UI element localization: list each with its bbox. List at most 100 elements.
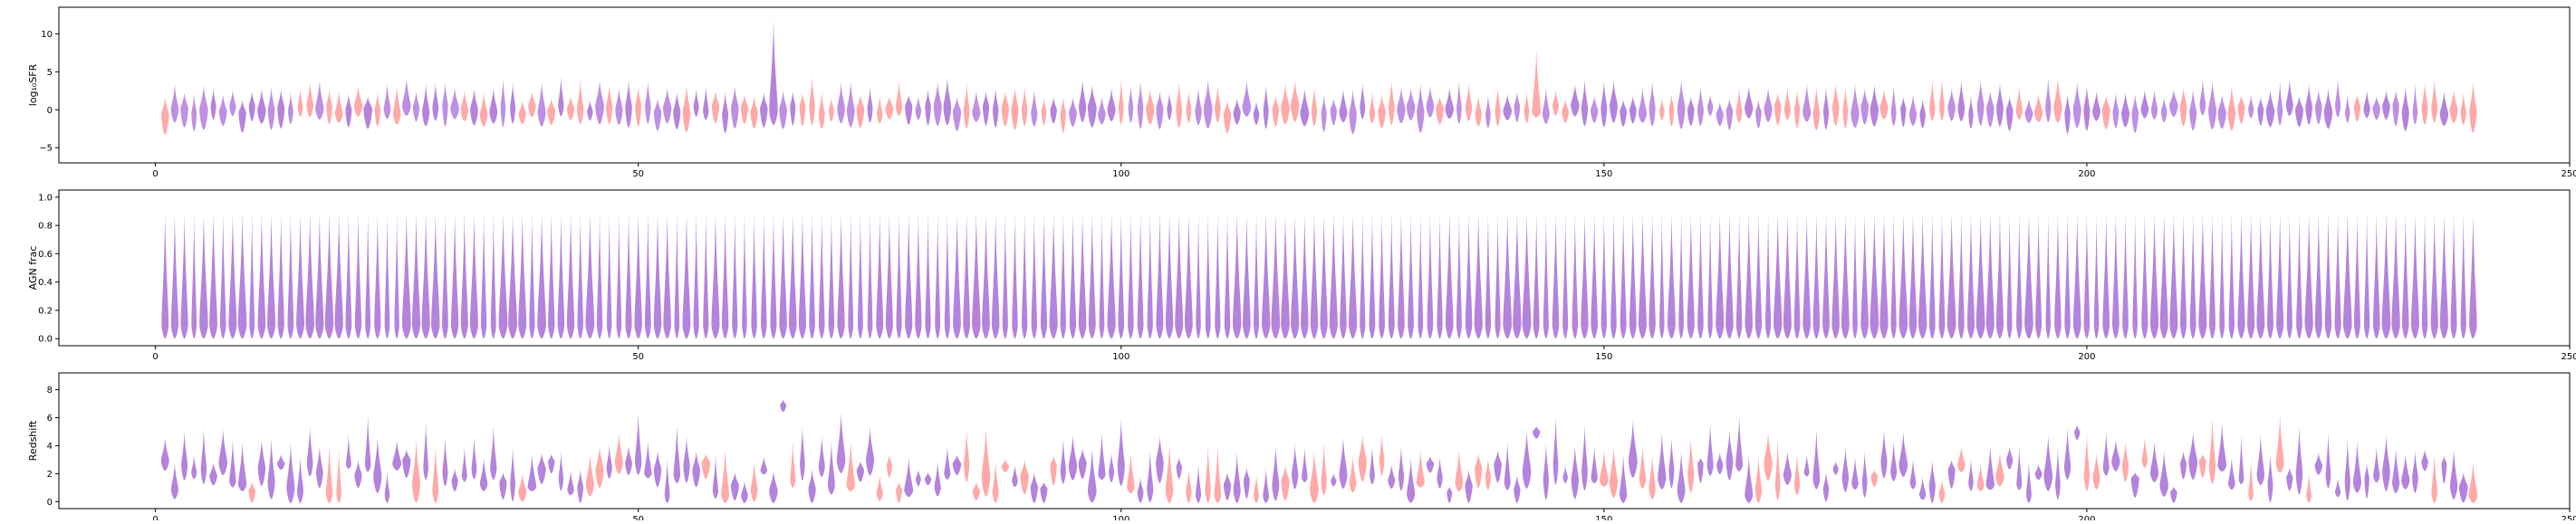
x-axis-ticks-log-sfr: 0 50 100 150 200 250 xyxy=(152,163,2576,179)
violin-redshift-225 xyxy=(2325,431,2331,489)
violin-log-sfr-228 xyxy=(2353,93,2361,122)
violin-redshift-88 xyxy=(1001,459,1010,472)
violin-agn-frac-169 xyxy=(1783,211,1792,339)
violin-log-sfr-105 xyxy=(1167,92,1172,120)
violin-redshift-44 xyxy=(577,469,584,503)
violin-redshift-138 xyxy=(1485,458,1491,491)
violin-redshift-82 xyxy=(944,446,951,481)
violin-redshift-95 xyxy=(1068,434,1078,481)
violin-log-sfr-75 xyxy=(877,95,883,124)
violin-agn-frac-218 xyxy=(2256,211,2265,339)
violin-log-sfr-64 xyxy=(769,18,778,126)
axes-frame-redshift xyxy=(58,372,2571,510)
violin-agn-frac-193 xyxy=(2016,211,2023,339)
violin-log-sfr-113 xyxy=(1242,80,1252,117)
violin-redshift-180 xyxy=(1890,440,1898,481)
violin-log-sfr-132 xyxy=(1426,85,1435,118)
y-tick-label-agn-frac-0: 0.0 xyxy=(38,335,53,345)
violin-redshift-111 xyxy=(1223,472,1232,500)
violin-redshift-40 xyxy=(537,453,546,484)
violin-redshift-177 xyxy=(1861,451,1868,498)
violin-redshift-159 xyxy=(1687,437,1695,493)
violin-agn-frac-128 xyxy=(1388,211,1395,339)
violin-log-sfr-239 xyxy=(2460,92,2466,126)
violin-agn-frac-8 xyxy=(228,211,237,339)
violin-log-sfr-83 xyxy=(953,97,962,131)
violin-log-sfr-25 xyxy=(392,85,401,125)
violin-log-sfr-171 xyxy=(1802,83,1812,122)
violin-redshift-191 xyxy=(1995,452,2004,487)
violin-redshift-114 xyxy=(1254,474,1259,503)
x-tick-label-agn-frac-50: 50 xyxy=(632,352,644,362)
violin-log-sfr-63 xyxy=(760,92,768,128)
violin-log-sfr-28 xyxy=(422,83,430,127)
violin-redshift-77 xyxy=(896,481,903,503)
violin-agn-frac-74 xyxy=(867,211,873,339)
violin-agn-frac-211 xyxy=(2189,211,2196,339)
violin-log-sfr-66 xyxy=(790,91,796,126)
violin-redshift-121 xyxy=(1321,442,1327,496)
violin-redshift-32 xyxy=(461,446,467,482)
violin-agn-frac-90 xyxy=(1022,211,1028,339)
violin-redshift-185 xyxy=(1938,480,1946,503)
violin-log-sfr-142 xyxy=(1523,91,1530,124)
violin-redshift-235 xyxy=(2421,449,2428,472)
violin-log-sfr-4 xyxy=(191,93,197,132)
violin-log-sfr-158 xyxy=(1677,80,1686,129)
violin-redshift-1 xyxy=(160,437,169,472)
violin-agn-frac-41 xyxy=(548,211,555,339)
violin-agn-frac-145 xyxy=(1552,211,1560,339)
violin-agn-frac-47 xyxy=(606,211,612,339)
violin-redshift-63 xyxy=(760,456,768,475)
violin-redshift-131 xyxy=(1416,449,1425,488)
x-tick-label-log-sfr-0: 0 xyxy=(152,169,158,179)
violin-log-sfr-203 xyxy=(2112,92,2119,129)
violin-redshift-194 xyxy=(2026,460,2032,503)
violin-agn-frac-203 xyxy=(2112,211,2119,339)
violin-agn-frac-163 xyxy=(1725,211,1734,339)
violin-agn-frac-237 xyxy=(2439,211,2448,339)
violin-agn-frac-190 xyxy=(1985,211,1994,339)
violin-log-sfr-189 xyxy=(1976,79,1985,126)
violin-log-sfr-211 xyxy=(2189,89,2197,131)
violin-redshift-3 xyxy=(181,430,188,481)
violin-log-sfr-150 xyxy=(1600,81,1608,128)
violin-log-sfr-74 xyxy=(867,86,873,123)
violin-redshift-39 xyxy=(527,453,537,491)
violin-log-sfr-7 xyxy=(218,94,227,127)
violin-redshift-116 xyxy=(1272,444,1280,501)
violin-redshift-26 xyxy=(402,449,411,479)
violin-agn-frac-59 xyxy=(721,211,729,339)
violin-redshift-12 xyxy=(267,438,275,500)
violin-agn-frac-63 xyxy=(761,211,767,339)
violin-agn-frac-65 xyxy=(779,211,787,339)
violin-redshift-57 xyxy=(701,453,711,480)
violin-log-sfr-48 xyxy=(615,87,623,126)
y-tick-label-redshift-4: 8 xyxy=(47,386,53,395)
violin-redshift-55 xyxy=(683,436,690,483)
violin-agn-frac-111 xyxy=(1224,211,1231,339)
violin-redshift-31 xyxy=(451,468,458,491)
violin-log-sfr-135 xyxy=(1456,80,1462,125)
violin-agn-frac-71 xyxy=(837,211,845,339)
violin-redshift-52 xyxy=(653,451,662,488)
violin-redshift-164 xyxy=(1735,415,1744,472)
violin-agn-frac-82 xyxy=(944,211,950,339)
panel-agn-frac: 0 50 100 150 200 250 0.0 0.2 0.4 0.6 0.8 1.0 AGN f… xyxy=(27,189,2576,362)
violin-redshift-202 xyxy=(2102,431,2110,476)
violin-agn-frac-215 xyxy=(2228,211,2235,339)
violin-agn-frac-198 xyxy=(2064,211,2071,339)
violin-redshift-152 xyxy=(1620,454,1628,503)
violin-redshift-172 xyxy=(1812,428,1821,490)
violin-redshift-168 xyxy=(1774,437,1781,500)
violin-redshift-68 xyxy=(808,469,816,503)
violin-log-sfr-118 xyxy=(1290,80,1300,122)
violin-agn-frac-206 xyxy=(2141,211,2148,339)
violin-agn-frac-4 xyxy=(191,211,197,339)
violin-log-sfr-223 xyxy=(2305,84,2312,125)
violin-log-sfr-237 xyxy=(2439,91,2449,126)
violin-redshift-2 xyxy=(170,462,178,500)
violin-agn-frac-25 xyxy=(394,211,399,339)
violin-redshift-140 xyxy=(1504,441,1511,491)
violin-agn-frac-174 xyxy=(1831,211,1840,339)
